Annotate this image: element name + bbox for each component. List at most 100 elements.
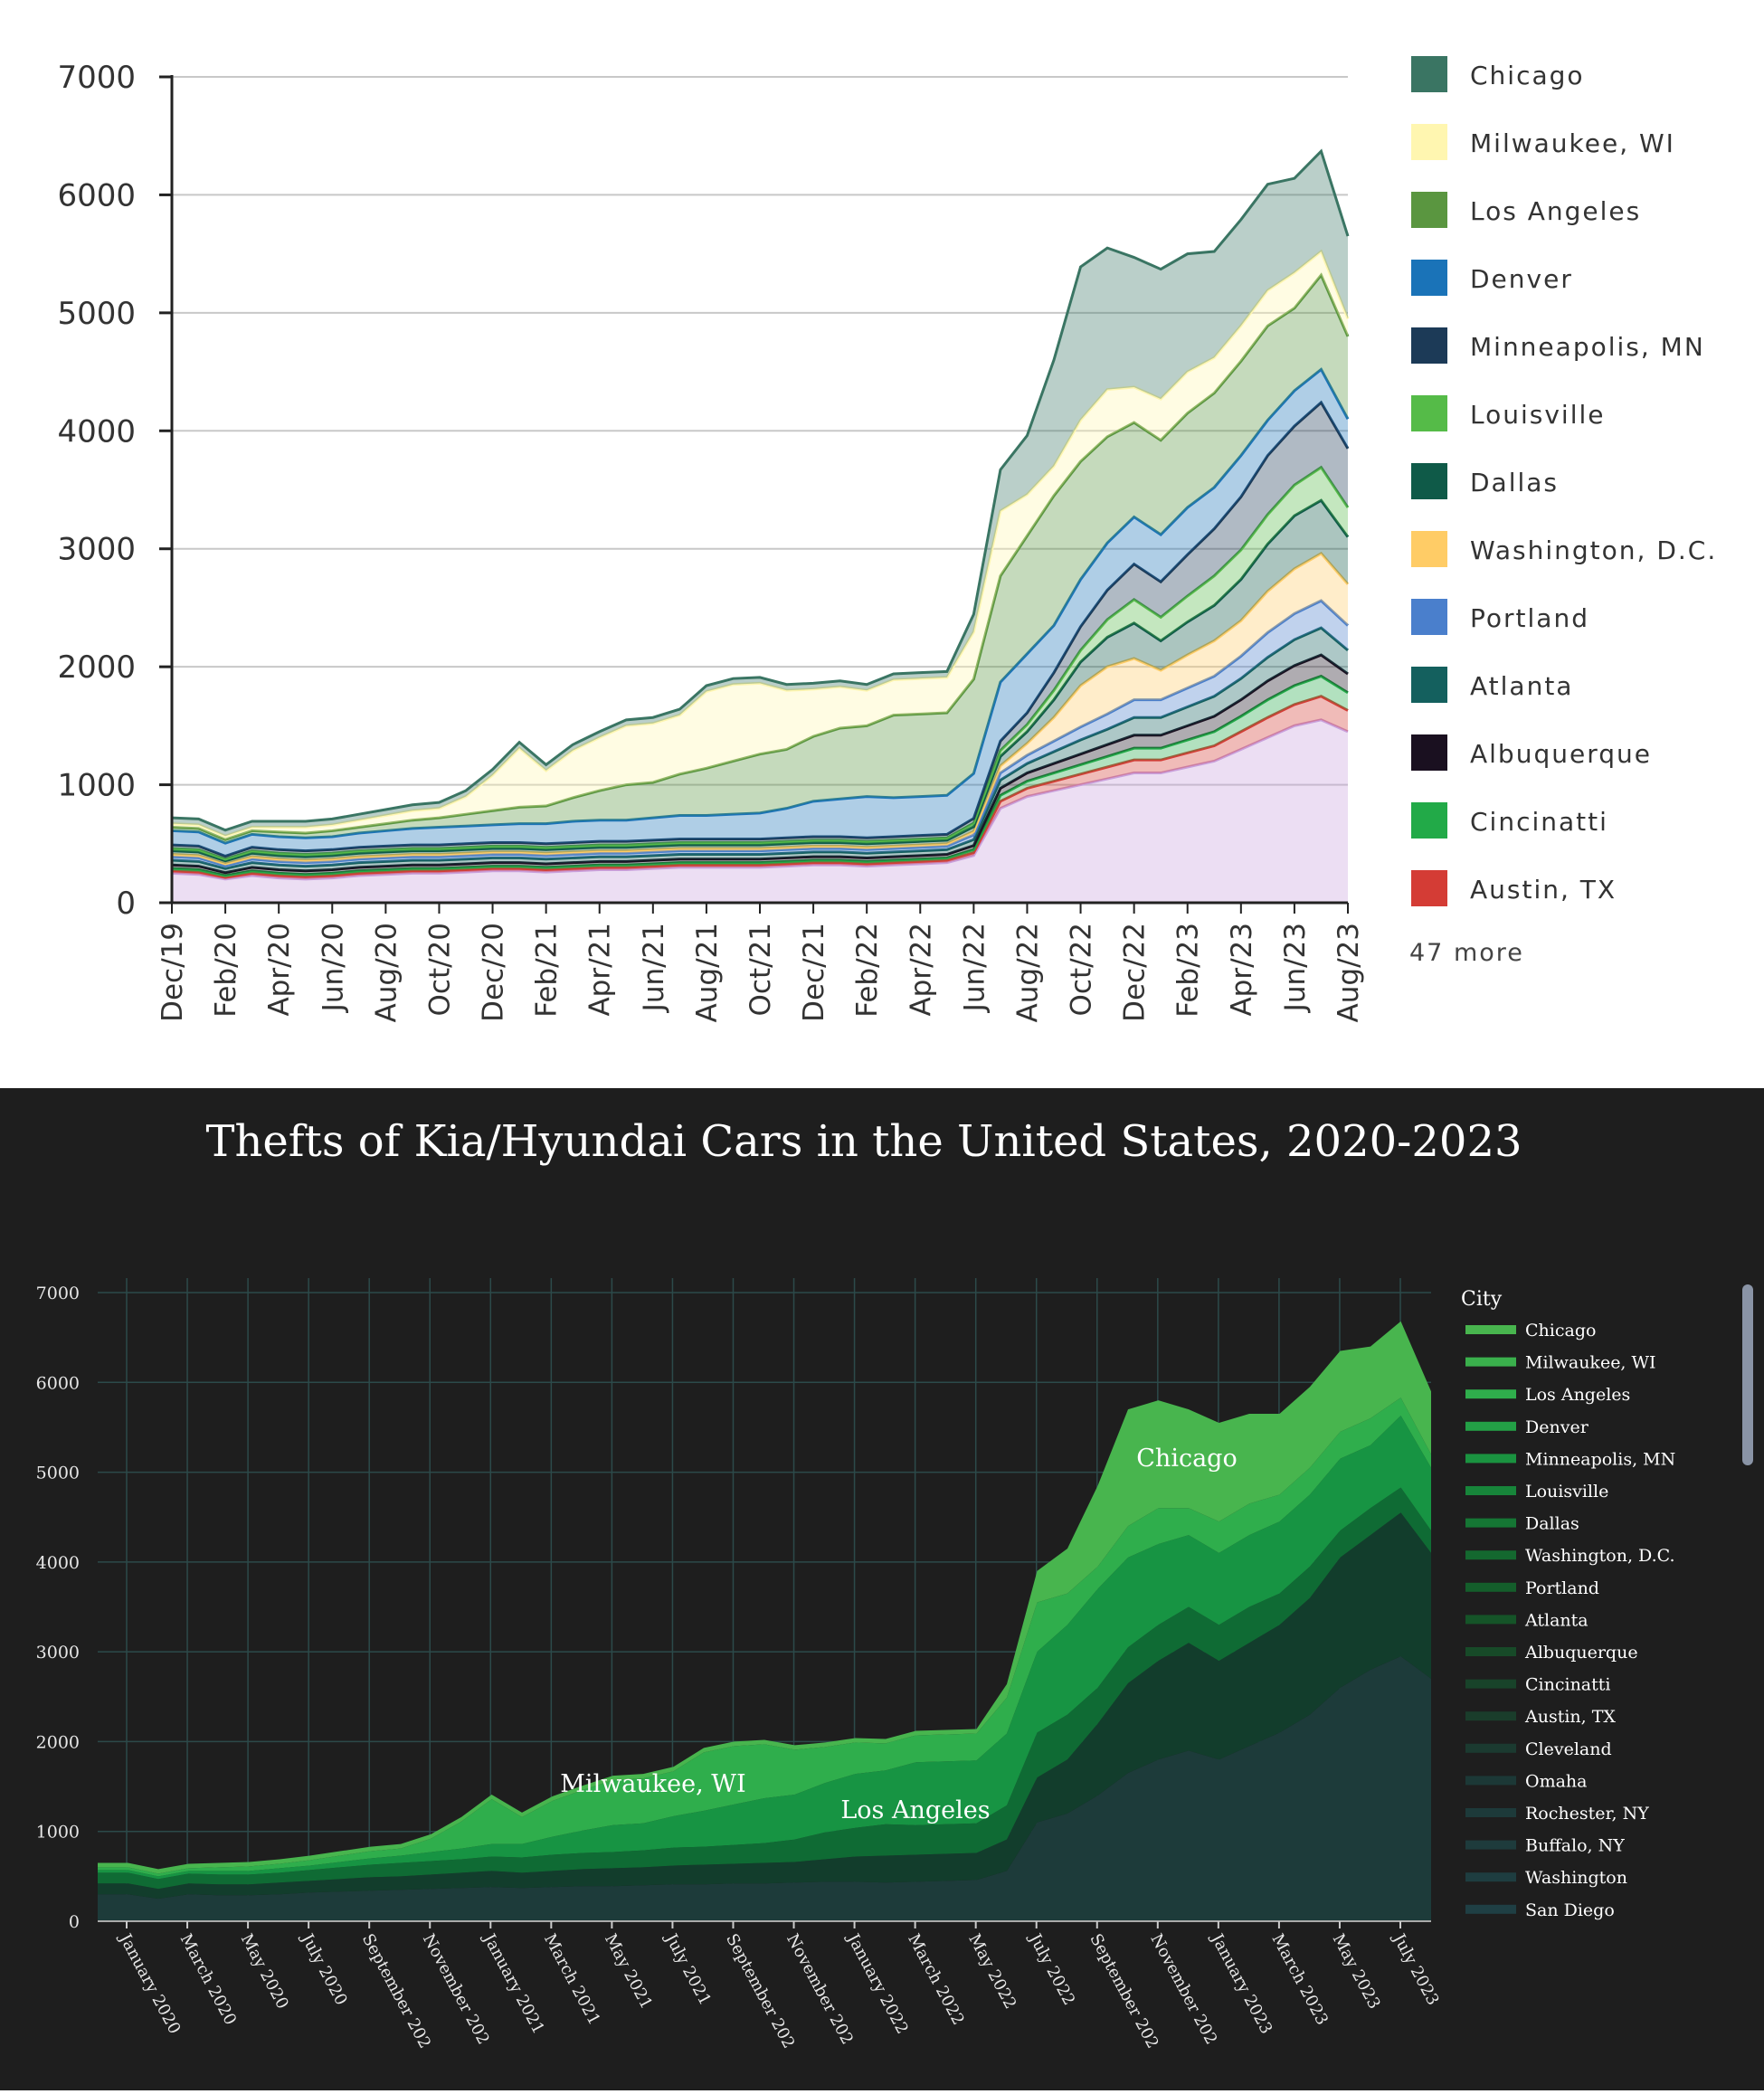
legend-label[interactable]: Washington, D.C. <box>1525 1546 1675 1566</box>
legend-label[interactable]: Dallas <box>1525 1514 1579 1534</box>
y-tick-label: 2000 <box>57 649 136 686</box>
legend-swatch[interactable] <box>1465 1711 1516 1721</box>
legend-label[interactable]: Cincinatti <box>1470 807 1608 837</box>
legend-swatch[interactable] <box>1411 463 1447 499</box>
legend-label[interactable]: Los Angeles <box>1470 196 1641 226</box>
x-tick-label: Dec/21 <box>798 923 830 1022</box>
legend-label[interactable]: Louisville <box>1525 1482 1608 1502</box>
legend-swatch[interactable] <box>1465 1582 1516 1592</box>
legend-swatch[interactable] <box>1465 1550 1516 1560</box>
top-line-albuquerque <box>171 653 1349 875</box>
legend-swatch[interactable] <box>1465 1518 1516 1528</box>
x-tick-label: July 2020 <box>297 1929 351 2009</box>
legend-swatch[interactable] <box>1465 1904 1516 1914</box>
x-tick-label: Jun/22 <box>958 923 991 1013</box>
legend-swatch[interactable] <box>1465 1808 1516 1817</box>
legend-label[interactable]: Buffalo, NY <box>1525 1836 1625 1856</box>
stacked-area-chart-bottom: Thefts of Kia/Hyundai Cars in the United… <box>36 1116 1676 2051</box>
y-tick-label: 4000 <box>36 1553 80 1573</box>
legend-label[interactable]: Chicago <box>1525 1321 1596 1341</box>
y-tick-label: 1000 <box>57 768 136 804</box>
x-tick-label: November 202 <box>1146 1930 1220 2047</box>
legend-label[interactable]: Cleveland <box>1525 1739 1612 1759</box>
legend-swatch[interactable] <box>1465 1615 1516 1625</box>
legend-label[interactable]: Portland <box>1470 603 1589 633</box>
x-tick-label: Apr/22 <box>905 923 937 1017</box>
legend-scrollbar[interactable] <box>1742 1284 1753 1465</box>
legend-swatch[interactable] <box>1465 1389 1516 1399</box>
bottom-area-other-cities <box>98 1656 1431 1921</box>
top-line-denver <box>171 367 1350 845</box>
legend-swatch[interactable] <box>1465 1743 1516 1753</box>
legend-swatch[interactable] <box>1411 599 1447 635</box>
legend-swatch[interactable] <box>1411 192 1447 228</box>
legend-label[interactable]: Los Angeles <box>1525 1385 1630 1405</box>
legend-swatch[interactable] <box>1465 1421 1516 1431</box>
legend-swatch[interactable] <box>1465 1325 1516 1334</box>
top-area-other-cities <box>172 719 1348 903</box>
legend-label[interactable]: Denver <box>1470 264 1573 294</box>
legend-label[interactable]: Chicago <box>1470 61 1585 90</box>
legend-label[interactable]: Washington, D.C. <box>1470 535 1717 565</box>
legend-swatch[interactable] <box>1465 1840 1516 1850</box>
x-tick-label: Jun/23 <box>1279 923 1312 1013</box>
legend-label[interactable]: Cincinatti <box>1525 1675 1610 1695</box>
x-tick-label: July 2021 <box>660 1929 715 2009</box>
legend-label[interactable]: Albuquerque <box>1524 1643 1638 1663</box>
legend-label[interactable]: Albuquerque <box>1470 739 1652 769</box>
legend-label[interactable]: Louisville <box>1470 400 1606 430</box>
legend-swatch[interactable] <box>1411 56 1447 92</box>
legend-label[interactable]: Milwaukee, WI <box>1470 128 1675 158</box>
legend-swatch[interactable] <box>1465 1679 1516 1689</box>
top-line-portland <box>171 599 1350 867</box>
legend-swatch[interactable] <box>1465 1357 1516 1367</box>
legend-label[interactable]: Atlanta <box>1524 1610 1589 1630</box>
x-tick-label: July 2022 <box>1024 1929 1078 2009</box>
stacked-area-chart-top: 0 1000 2000 3000 4000 5000 6000 7000 Dec/19 Feb/… <box>57 56 1717 1022</box>
y-tick-label: 3000 <box>57 532 136 568</box>
legend-label[interactable]: Rochester, NY <box>1525 1804 1649 1824</box>
legend-label[interactable]: Dallas <box>1470 468 1559 497</box>
legend-label[interactable]: Minneapolis, MN <box>1525 1449 1675 1469</box>
legend-swatch[interactable] <box>1411 870 1447 906</box>
x-tick-label: March 2023 <box>1267 1930 1332 2028</box>
legend-label[interactable]: Milwaukee, WI <box>1525 1353 1656 1373</box>
y-tick-label: 1000 <box>36 1823 80 1843</box>
legend-label[interactable]: Washington <box>1525 1868 1627 1888</box>
y-tick-label: 6000 <box>36 1373 80 1393</box>
legend-swatch[interactable] <box>1465 1454 1516 1464</box>
legend-label[interactable]: Omaha <box>1525 1771 1588 1791</box>
top-line-austin-tx <box>171 695 1349 879</box>
y-tick-label: 7000 <box>57 60 136 96</box>
legend-label[interactable]: Portland <box>1525 1578 1599 1598</box>
x-tick-labels: Dec/19 Feb/20 Apr/20 Jun/20 Aug/20 Oct/20 Dec/… <box>156 903 1365 1022</box>
bottom-area-milwaukee-wi <box>98 1398 1431 1877</box>
legend-label[interactable]: Austin, TX <box>1524 1707 1616 1727</box>
legend-swatch[interactable] <box>1465 1486 1516 1495</box>
legend-swatch[interactable] <box>1465 1776 1516 1786</box>
legend-label[interactable]: Atlanta <box>1470 671 1573 701</box>
legend-swatch[interactable] <box>1411 327 1447 364</box>
legend-label[interactable]: Minneapolis, MN <box>1470 332 1705 362</box>
legend-swatch[interactable] <box>1465 1872 1516 1882</box>
legend-swatch[interactable] <box>1411 395 1447 431</box>
x-tick-label: September 202 <box>358 1930 434 2051</box>
legend-label[interactable]: San Diego <box>1525 1900 1615 1920</box>
legend-swatch[interactable] <box>1411 734 1447 771</box>
legend-label[interactable]: Denver <box>1525 1417 1589 1437</box>
annotations: Milwaukee, WI Los Angeles Chicago <box>560 1445 1237 1824</box>
legend-swatch[interactable] <box>1411 531 1447 567</box>
y-tick-label: 5000 <box>36 1464 80 1483</box>
legend-swatch[interactable] <box>1411 260 1447 296</box>
y-tick-label: 2000 <box>36 1732 80 1752</box>
y-tick-labels: 0 1000 2000 3000 4000 5000 6000 7000 <box>36 1284 80 1932</box>
legend-swatch[interactable] <box>1411 802 1447 839</box>
legend-label[interactable]: Austin, TX <box>1470 875 1617 905</box>
legend-swatch[interactable] <box>1411 667 1447 703</box>
legend-more-link[interactable]: 47 more <box>1409 939 1524 967</box>
area-series-group <box>98 1321 1431 1921</box>
legend-swatch[interactable] <box>1465 1647 1516 1656</box>
series-annotation: Chicago <box>1136 1445 1237 1473</box>
legend-swatch[interactable] <box>1411 124 1447 160</box>
x-tick-label: November 202 <box>782 1930 857 2047</box>
